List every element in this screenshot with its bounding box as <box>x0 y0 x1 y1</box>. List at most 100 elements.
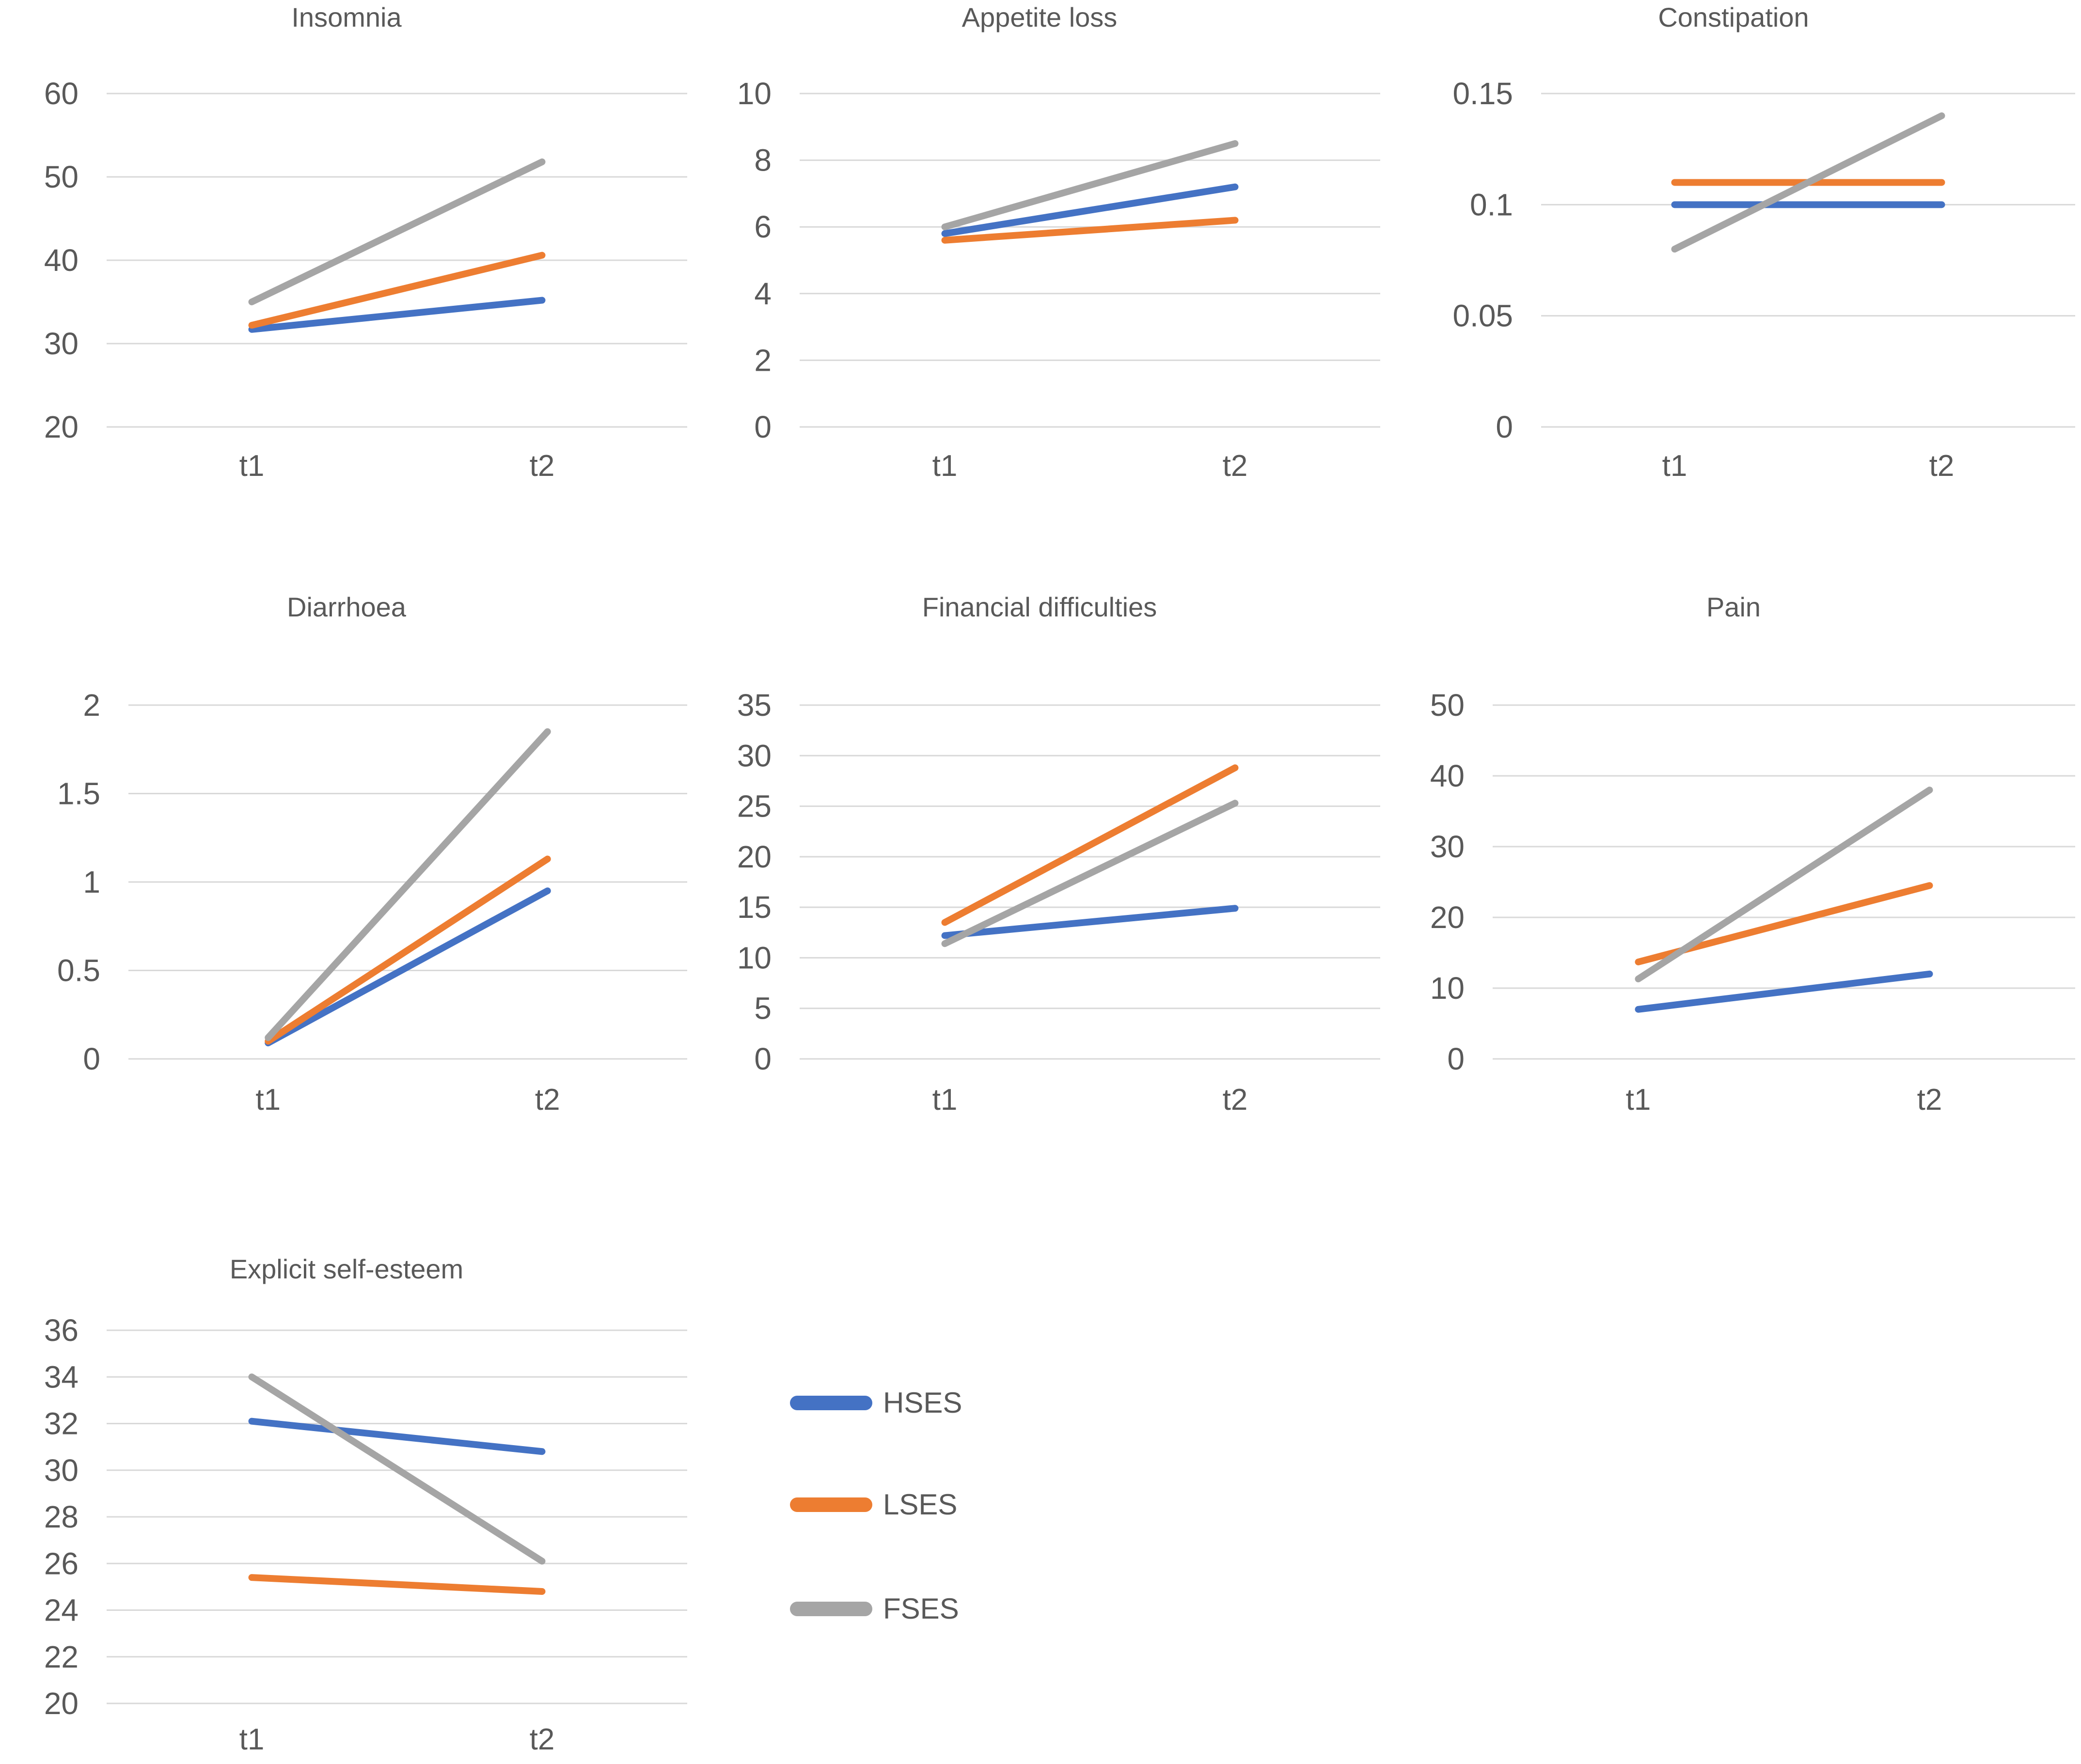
x-tick-label: t1 <box>239 1723 265 1756</box>
legend-item-lses: LSES <box>790 1484 957 1526</box>
chart-constipation: 0 0.05 0.1 0.15 t1 t2 Constipation <box>1452 2 2075 483</box>
x-tick-label: t2 <box>1223 449 1248 483</box>
y-tick-label: 0 <box>83 1041 100 1076</box>
chart-title: Financial difficulties <box>922 592 1157 622</box>
y-tick-label: 30 <box>1430 829 1465 864</box>
y-tick-label: 10 <box>737 76 772 111</box>
x-tick-label: t1 <box>1662 449 1687 483</box>
y-tick-label: 8 <box>754 143 772 178</box>
x-tick-label: t2 <box>530 1723 555 1756</box>
series-line-lses <box>248 252 546 329</box>
chart-appetite-loss: 0 2 4 6 8 10 t1 t2 Appetite loss <box>737 2 1380 483</box>
x-tick-label: t1 <box>932 1083 958 1115</box>
chart-cell-diarrhoea: 0 0.5 1 1.5 2 t1 t2 Diarrhoea <box>0 533 693 1115</box>
y-tick-label: 32 <box>44 1406 79 1441</box>
y-tick-label: 0 <box>754 1041 772 1076</box>
y-tick-label: 0 <box>754 410 772 444</box>
legend-label-hses: HSES <box>883 1386 962 1419</box>
chart-cell-pain: 0 10 20 30 40 50 t1 t2 Pain <box>1386 533 2081 1115</box>
chart-financial-difficulties: 0 5 10 15 20 25 30 35 t1 t2 Financial difficulties <box>737 592 1380 1115</box>
x-tick-label: t2 <box>1223 1083 1248 1115</box>
y-tick-label: 0 <box>1496 410 1513 444</box>
x-tick-label: t2 <box>1929 449 1955 483</box>
y-tick-label: 60 <box>44 76 79 111</box>
y-tick-label: 24 <box>44 1593 79 1628</box>
y-tick-label: 0 <box>1447 1041 1465 1076</box>
y-tick-label: 2 <box>83 688 100 723</box>
y-tick-label: 0.15 <box>1452 76 1513 111</box>
y-tick-label: 30 <box>737 738 772 773</box>
empty-cell <box>1386 1115 2081 1764</box>
chart-pain: 0 10 20 30 40 50 t1 t2 Pain <box>1430 592 2075 1115</box>
series-line-hses <box>248 1418 546 1455</box>
y-tick-label: 1.5 <box>57 776 100 811</box>
chart-cell-financial-difficulties: 0 5 10 15 20 25 30 35 t1 t2 Financial difficulties <box>693 533 1386 1115</box>
legend-label-lses: LSES <box>883 1488 958 1521</box>
chart-title: Pain <box>1706 592 1761 622</box>
legend-label-fses: FSES <box>883 1592 959 1625</box>
x-tick-label: t2 <box>530 449 555 483</box>
y-tick-label: 50 <box>1430 688 1465 723</box>
chart-insomnia: 20 30 40 50 60 t1 t2 Insomnia <box>44 2 687 483</box>
y-tick-label: 36 <box>44 1313 79 1348</box>
legend-swatch-hses <box>790 1396 872 1410</box>
chart-cell-insomnia: 20 30 40 50 60 t1 t2 Insomnia <box>0 0 693 533</box>
y-tick-label: 6 <box>754 209 772 244</box>
legend: HSES LSES FSES <box>693 1115 1386 1764</box>
y-tick-label: 20 <box>44 410 79 444</box>
y-tick-label: 40 <box>44 243 79 278</box>
y-tick-label: 10 <box>737 940 772 975</box>
series-line-fses <box>248 1373 546 1565</box>
series-line-lses <box>248 1574 546 1595</box>
y-tick-label: 26 <box>44 1546 79 1581</box>
y-tick-label: 15 <box>737 890 772 925</box>
y-tick-label: 20 <box>1430 900 1465 935</box>
chart-cell-constipation: 0 0.05 0.1 0.15 t1 t2 Constipation <box>1386 0 2081 533</box>
series-line-fses <box>265 728 551 1041</box>
y-tick-label: 0.05 <box>1452 299 1513 333</box>
chart-cell-appetite-loss: 0 2 4 6 8 10 t1 t2 Appetite loss <box>693 0 1386 533</box>
y-tick-label: 40 <box>1430 758 1465 793</box>
y-tick-label: 22 <box>44 1639 79 1674</box>
y-tick-label: 25 <box>737 789 772 824</box>
y-tick-label: 1 <box>83 865 100 899</box>
y-tick-label: 28 <box>44 1499 79 1534</box>
chart-diarrhoea: 0 0.5 1 1.5 2 t1 t2 Diarrhoea <box>57 592 687 1115</box>
series-line-hses <box>265 887 551 1047</box>
legend-swatch-lses <box>790 1497 872 1512</box>
series-line-lses <box>265 855 551 1045</box>
legend-item-hses: HSES <box>790 1382 962 1424</box>
y-tick-label: 20 <box>44 1686 79 1721</box>
x-tick-label: t1 <box>255 1083 281 1115</box>
y-tick-label: 34 <box>44 1359 79 1394</box>
series-line-hses <box>941 905 1239 939</box>
series-line-lses <box>941 764 1239 926</box>
y-tick-label: 4 <box>754 276 772 311</box>
chart-title: Constipation <box>1658 2 1809 32</box>
series-line-hses <box>248 297 546 333</box>
series-line-hses <box>941 183 1239 237</box>
series-line-hses <box>1635 970 1933 1013</box>
series-line-fses <box>941 140 1239 231</box>
chart-title: Diarrhoea <box>287 592 407 622</box>
chart-title: Explicit self-esteem <box>230 1254 463 1284</box>
series-line-fses <box>941 800 1239 947</box>
x-tick-label: t1 <box>932 449 958 483</box>
y-tick-label: 35 <box>737 688 772 723</box>
y-tick-label: 20 <box>737 839 772 874</box>
x-tick-label: t1 <box>239 449 265 483</box>
y-tick-label: 50 <box>44 159 79 194</box>
y-tick-label: 0.5 <box>57 953 100 988</box>
y-tick-label: 2 <box>754 343 772 378</box>
x-tick-label: t1 <box>1626 1083 1651 1115</box>
chart-title: Appetite loss <box>962 2 1118 32</box>
x-tick-label: t2 <box>1917 1083 1942 1115</box>
chart-cell-explicit-self-esteem: 20 22 24 26 28 30 32 34 36 t1 t2 Explicit self-este… <box>0 1115 693 1764</box>
y-tick-label: 0.1 <box>1470 187 1513 222</box>
legend-swatch-fses <box>790 1602 872 1616</box>
series-line-lses <box>941 217 1239 244</box>
y-tick-label: 10 <box>1430 971 1465 1006</box>
chart-explicit-self-esteem: 20 22 24 26 28 30 32 34 36 t1 t2 Explicit self-este… <box>44 1254 687 1756</box>
series-line-fses <box>1635 787 1933 983</box>
